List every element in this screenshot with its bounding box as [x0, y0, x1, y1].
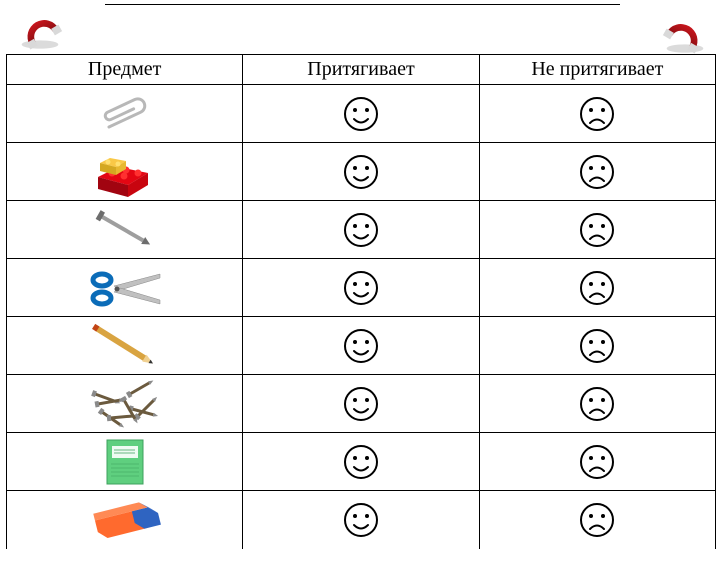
not-attracts-cell — [479, 433, 715, 491]
happy-face-icon — [343, 444, 379, 480]
sad-face-icon — [579, 386, 615, 422]
item-cell-eraser — [7, 491, 243, 549]
col-header-item: Предмет — [7, 55, 243, 85]
header-line — [105, 4, 620, 5]
happy-face-icon — [343, 154, 379, 190]
table-row — [7, 317, 716, 375]
magnet-icon-right — [660, 8, 710, 54]
item-cell-scissors — [7, 259, 243, 317]
table-row — [7, 259, 716, 317]
table-row — [7, 491, 716, 549]
happy-face-icon — [343, 502, 379, 538]
table-row — [7, 433, 716, 491]
not-attracts-cell — [479, 259, 715, 317]
screws-icon — [80, 379, 170, 429]
sad-face-icon — [579, 444, 615, 480]
not-attracts-cell — [479, 201, 715, 259]
scissors-icon — [80, 263, 170, 313]
table-body — [7, 85, 716, 549]
col-header-not-attracts: Не притягивает — [479, 55, 715, 85]
header-row: Предмет Притягивает Не притягивает — [7, 55, 716, 85]
nail-icon — [80, 205, 170, 255]
attracts-cell — [243, 491, 479, 549]
item-cell-lego-brick — [7, 143, 243, 201]
attracts-cell — [243, 375, 479, 433]
attracts-cell — [243, 143, 479, 201]
item-cell-notebook — [7, 433, 243, 491]
happy-face-icon — [343, 96, 379, 132]
item-cell-paperclip — [7, 85, 243, 143]
attracts-cell — [243, 85, 479, 143]
worksheet-table: Предмет Притягивает Не притягивает — [6, 54, 716, 549]
attracts-cell — [243, 433, 479, 491]
item-cell-screws — [7, 375, 243, 433]
notebook-icon — [80, 437, 170, 487]
attracts-cell — [243, 201, 479, 259]
col-header-attracts: Притягивает — [243, 55, 479, 85]
happy-face-icon — [343, 386, 379, 422]
pencil-icon — [80, 321, 170, 371]
not-attracts-cell — [479, 317, 715, 375]
sad-face-icon — [579, 270, 615, 306]
table-row — [7, 143, 716, 201]
lego-brick-icon — [80, 147, 170, 197]
sad-face-icon — [579, 154, 615, 190]
item-cell-nail — [7, 201, 243, 259]
table-row — [7, 201, 716, 259]
happy-face-icon — [343, 328, 379, 364]
magnet-icon-left — [15, 4, 65, 50]
eraser-icon — [80, 495, 170, 545]
sad-face-icon — [579, 502, 615, 538]
table-row — [7, 85, 716, 143]
item-cell-pencil — [7, 317, 243, 375]
attracts-cell — [243, 317, 479, 375]
attracts-cell — [243, 259, 479, 317]
happy-face-icon — [343, 212, 379, 248]
sad-face-icon — [579, 212, 615, 248]
not-attracts-cell — [479, 375, 715, 433]
paperclip-icon — [80, 89, 170, 139]
not-attracts-cell — [479, 491, 715, 549]
not-attracts-cell — [479, 143, 715, 201]
happy-face-icon — [343, 270, 379, 306]
not-attracts-cell — [479, 85, 715, 143]
table-row — [7, 375, 716, 433]
sad-face-icon — [579, 328, 615, 364]
sad-face-icon — [579, 96, 615, 132]
header-area — [0, 0, 725, 54]
